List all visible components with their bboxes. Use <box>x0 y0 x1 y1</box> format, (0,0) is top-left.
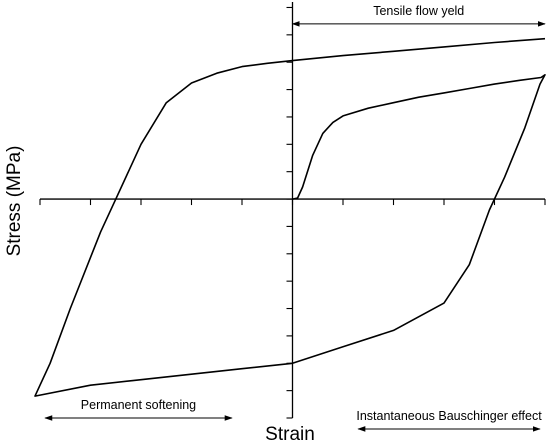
x-axis-label: Strain <box>265 424 315 444</box>
hysteresis-loop-line <box>34 37 546 397</box>
tensile-label: Tensile flow yeld <box>373 4 464 18</box>
bauschinger-label: Instantaneous Bauschinger effect <box>356 409 542 423</box>
y-axis-label: Stress (MPa) <box>4 146 25 257</box>
series-group <box>34 37 546 397</box>
annotations: Tensile flow yeld Permanent softening Inst… <box>44 4 546 432</box>
y-ticks <box>286 6 293 419</box>
softening-label: Permanent softening <box>81 398 196 412</box>
